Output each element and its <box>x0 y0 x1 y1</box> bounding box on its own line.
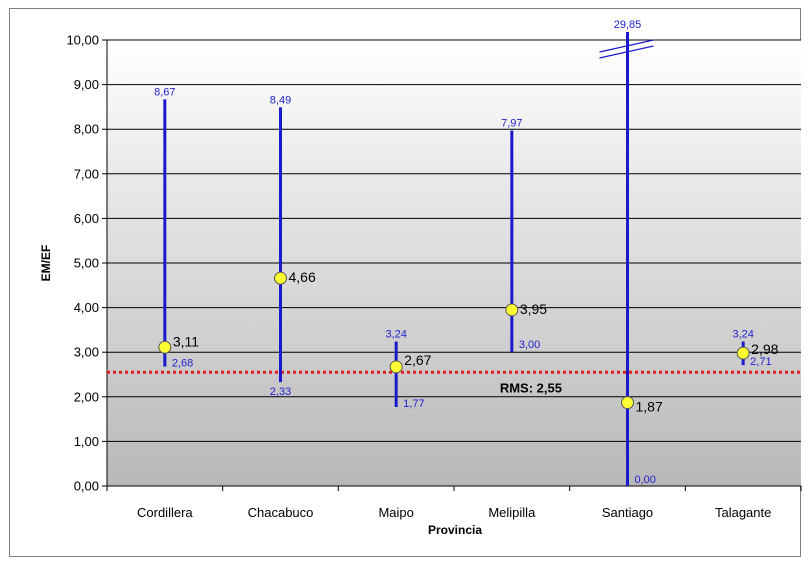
x-tick-label: Melipilla <box>488 505 536 520</box>
y-tick-label: 4,00 <box>74 300 99 315</box>
reference-line-label: RMS: 2,55 <box>500 380 562 395</box>
y-tick-label: 7,00 <box>74 166 99 181</box>
y-tick-label: 1,00 <box>74 434 99 449</box>
x-tick-label: Cordillera <box>137 505 193 520</box>
y-tick-label: 6,00 <box>74 211 99 226</box>
mean-label: 1,87 <box>636 399 663 415</box>
y-tick-label: 5,00 <box>74 256 99 271</box>
mean-marker <box>621 396 634 410</box>
x-axis: Cordillera Chacabuco Maipo Melipilla Santiag… <box>106 485 802 520</box>
max-label: 29,85 <box>614 19 642 31</box>
y-tick-label: 2,00 <box>74 389 99 404</box>
y-tick-label: 9,00 <box>74 77 99 92</box>
mean-label: 3,11 <box>173 333 199 349</box>
axis-break-mark <box>599 39 654 53</box>
max-label: 8,49 <box>270 94 291 106</box>
y-tick-label: 0,00 <box>74 479 99 494</box>
min-label: 2,33 <box>270 386 291 398</box>
min-label: 1,77 <box>403 398 424 410</box>
min-label: 2,68 <box>172 357 193 369</box>
mean-marker <box>505 303 519 317</box>
axis-break-mark <box>599 45 654 59</box>
mean-label: 3,95 <box>520 301 547 317</box>
gridlines <box>107 39 801 487</box>
x-tick-label: Chacabuco <box>248 505 314 520</box>
y-tick-label: 3,00 <box>74 345 99 360</box>
series-marks: 8,67 2,68 3,11 8,49 2,33 4,66 3,24 1,77 2,67 7,97… <box>154 19 779 486</box>
reference-line-group: RMS: 2,55 <box>107 370 801 395</box>
y-axis: 0,00 1,00 2,00 3,00 4,00 5,00 6,00 7,00 8,00 9,00… <box>66 33 108 494</box>
max-label: 3,24 <box>732 328 753 340</box>
min-label: 2,71 <box>750 356 771 368</box>
max-label: 8,67 <box>154 86 175 98</box>
mean-label: 2,67 <box>404 352 431 368</box>
y-tick-label: 8,00 <box>74 122 99 137</box>
mean-marker <box>158 340 172 354</box>
x-tick-label: Talagante <box>715 505 771 520</box>
mean-marker <box>389 360 403 374</box>
min-label: 3,00 <box>519 339 540 351</box>
mean-marker <box>274 271 287 285</box>
mean-label: 4,66 <box>289 269 316 285</box>
y-tick-label: 10,00 <box>66 33 99 48</box>
mean-label: 2,98 <box>751 341 778 357</box>
min-label: 0,00 <box>635 474 656 486</box>
max-label: 3,24 <box>385 328 406 340</box>
x-tick-label: Maipo <box>378 505 413 520</box>
x-tick-label: Santiago <box>602 505 653 520</box>
x-axis-title: Provincia <box>428 523 482 537</box>
max-label: 7,97 <box>501 118 522 130</box>
mean-marker <box>736 346 750 360</box>
y-axis-title: EM/EF <box>39 245 53 282</box>
